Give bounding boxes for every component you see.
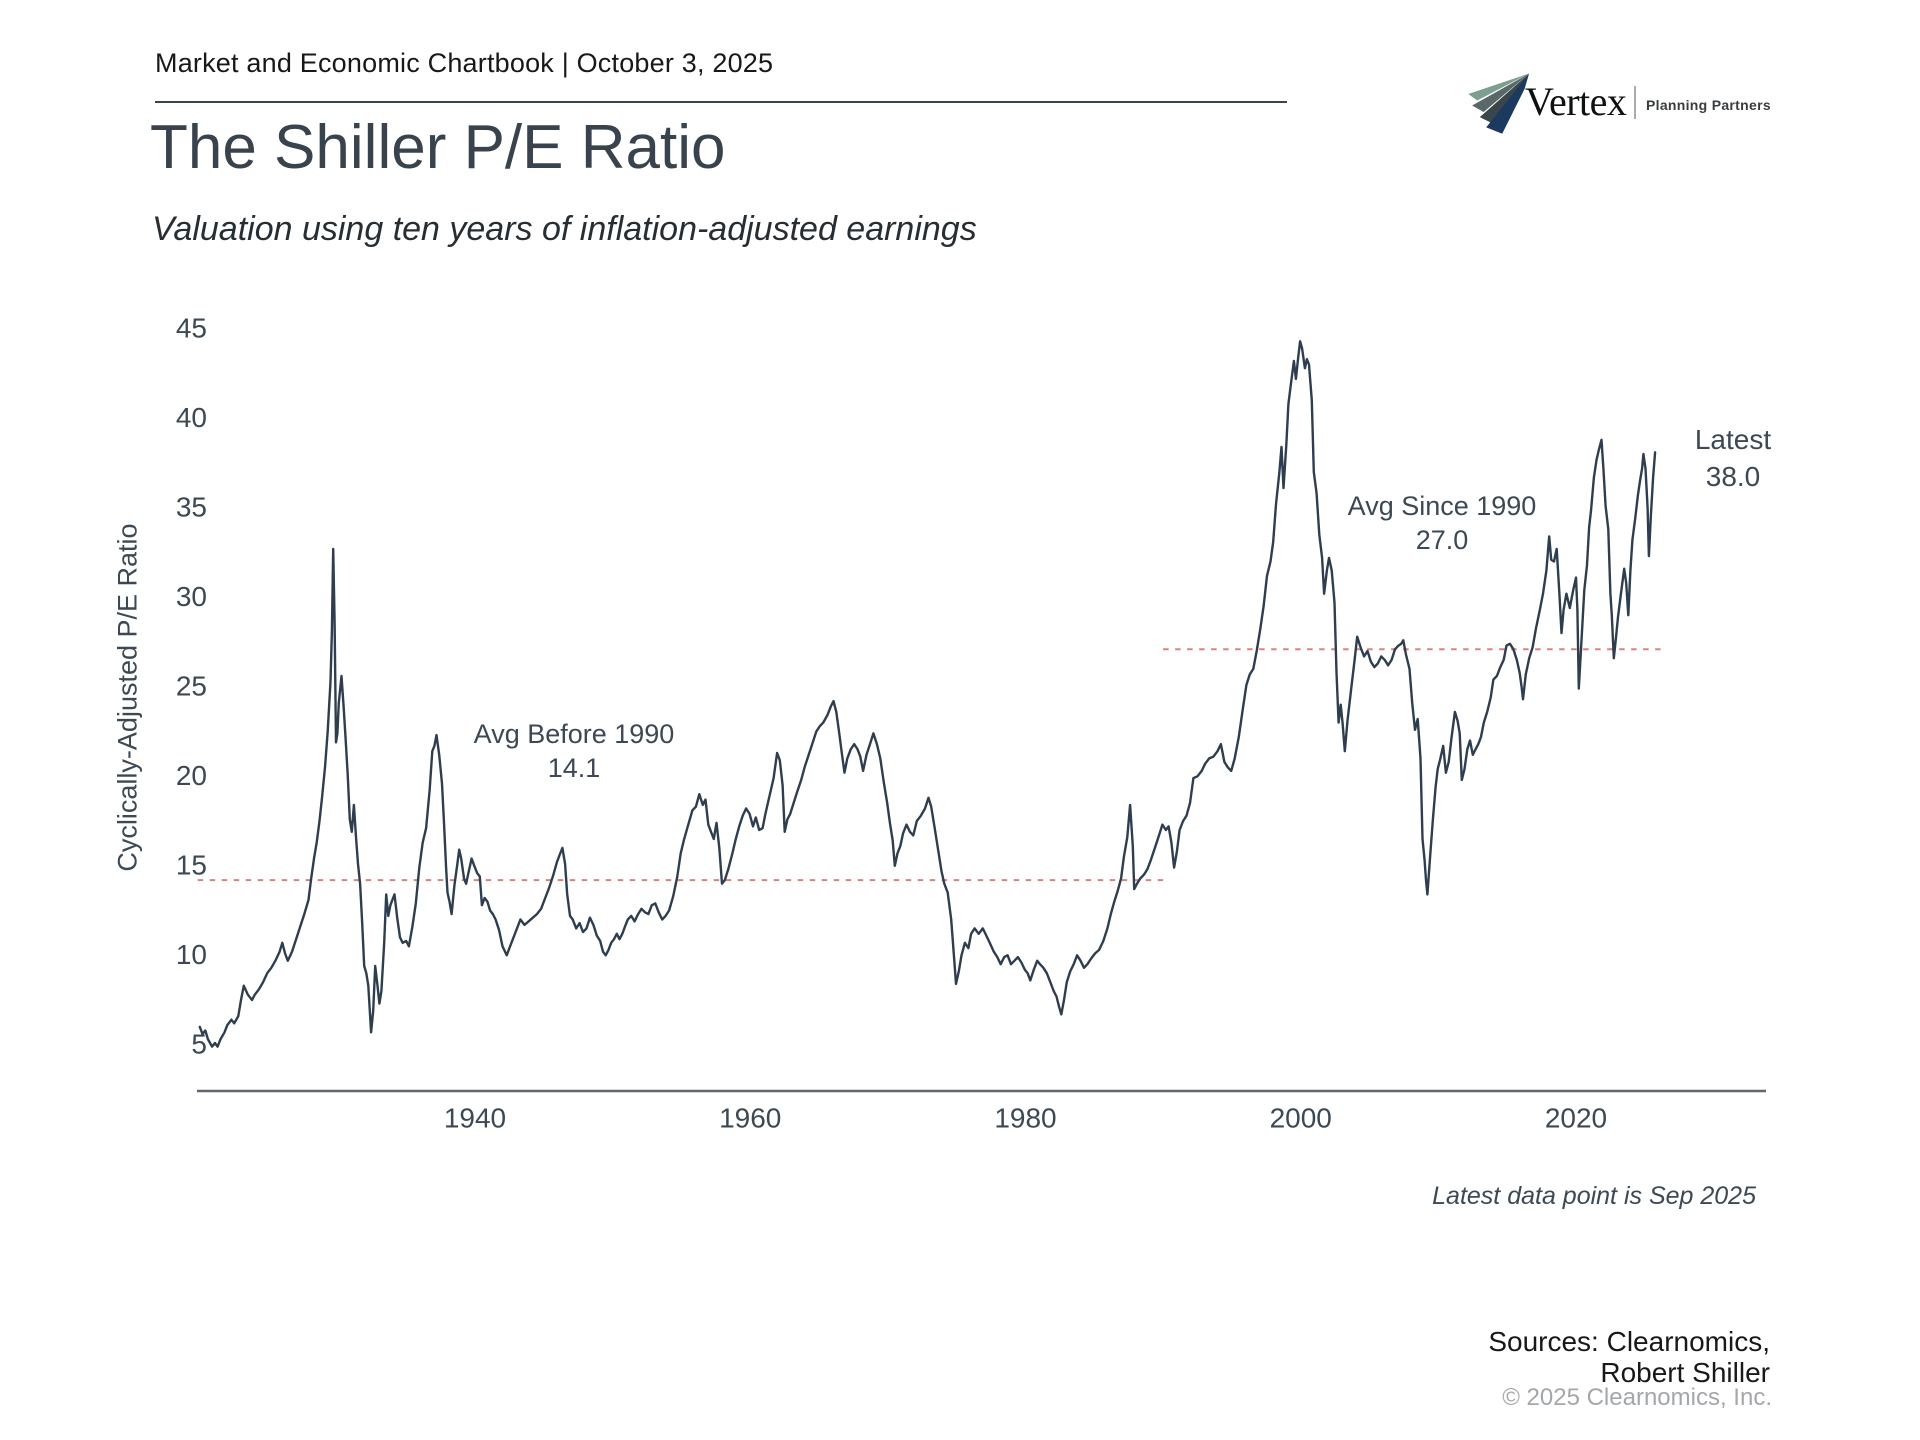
y-tick-label: 5 bbox=[191, 1029, 207, 1060]
y-tick-label: 25 bbox=[176, 671, 207, 702]
annotation-latest: Latest 38.0 bbox=[1648, 421, 1818, 495]
annotation-avg-before-label: Avg Before 1990 bbox=[473, 719, 675, 749]
brand-logo: Vertex Planning Partners bbox=[1467, 70, 1787, 140]
brand-tagline: Planning Partners bbox=[1646, 97, 1771, 113]
y-tick-label: 45 bbox=[176, 313, 207, 344]
annotation-avg-since-label: Avg Since 1990 bbox=[1347, 491, 1537, 521]
y-tick-label: 10 bbox=[176, 939, 207, 970]
x-tick-label: 1940 bbox=[444, 1103, 506, 1134]
series-line bbox=[198, 340, 1657, 1048]
sources-block: Sources: Clearnomics, Robert Shiller bbox=[1488, 1326, 1770, 1388]
sources-line-2: Robert Shiller bbox=[1600, 1357, 1770, 1388]
annotation-latest-label: Latest bbox=[1694, 424, 1772, 455]
annotation-avg-before-1990: Avg Before 1990 14.1 bbox=[459, 717, 689, 785]
header-rule bbox=[155, 101, 1287, 103]
y-tick-label: 30 bbox=[176, 581, 207, 612]
latest-data-footnote: Latest data point is Sep 2025 bbox=[1432, 1182, 1756, 1210]
y-tick-label: 20 bbox=[176, 760, 207, 791]
vertex-logo-icon bbox=[1467, 72, 1531, 139]
chartbook-header: Market and Economic Chartbook | October … bbox=[155, 48, 774, 78]
x-tick-label: 1980 bbox=[994, 1103, 1056, 1134]
copyright-note: © 2025 Clearnomics, Inc. bbox=[1502, 1384, 1772, 1411]
brand-name: Vertex bbox=[1525, 79, 1627, 124]
y-tick-label: 15 bbox=[176, 850, 207, 881]
annotation-avg-since-1990: Avg Since 1990 27.0 bbox=[1322, 489, 1562, 557]
page-subtitle: Valuation using ten years of inflation-a… bbox=[152, 210, 977, 248]
annotation-avg-before-value: 14.1 bbox=[547, 753, 601, 783]
annotation-latest-value: 38.0 bbox=[1705, 461, 1761, 492]
y-tick-label: 35 bbox=[176, 492, 207, 523]
page-title: The Shiller P/E Ratio bbox=[150, 113, 726, 182]
logo-divider bbox=[1634, 86, 1636, 119]
x-tick-label: 2000 bbox=[1270, 1103, 1332, 1134]
annotation-avg-since-value: 27.0 bbox=[1415, 525, 1469, 555]
x-tick-label: 2020 bbox=[1545, 1103, 1607, 1134]
sources-line-1: Sources: Clearnomics, bbox=[1488, 1326, 1770, 1357]
y-tick-label: 40 bbox=[176, 402, 207, 433]
x-tick-label: 1960 bbox=[719, 1103, 781, 1134]
